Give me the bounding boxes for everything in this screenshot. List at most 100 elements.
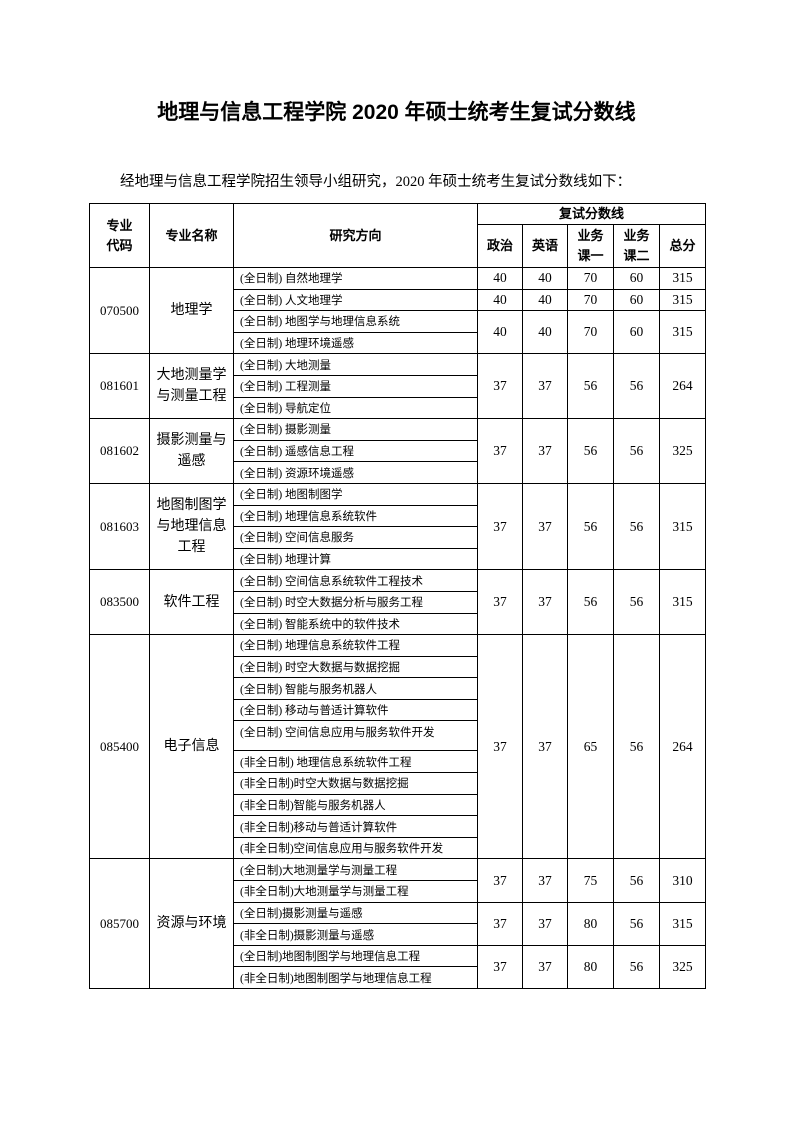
- score-course2: 56: [613, 482, 660, 571]
- major-code: 070500: [89, 266, 150, 355]
- score-course2: 60: [613, 267, 660, 290]
- score-total: 264: [659, 353, 706, 420]
- research-direction: (非全日制)时空大数据与数据挖掘: [233, 772, 478, 795]
- research-direction: (全日制) 自然地理学: [233, 267, 478, 290]
- score-politics: 37: [477, 944, 523, 990]
- score-course1: 70: [567, 310, 614, 355]
- score-politics: 37: [477, 634, 523, 860]
- score-course1: 80: [567, 944, 614, 990]
- score-total: 315: [659, 267, 706, 290]
- score-course2: 60: [613, 288, 660, 312]
- research-direction: (全日制) 空间信息应用与服务软件开发: [233, 720, 478, 752]
- intro-paragraph: 经地理与信息工程学院招生领导小组研究，2020 年硕士统考生复试分数线如下：: [120, 174, 632, 190]
- score-course2: 56: [613, 944, 660, 990]
- score-course2: 56: [613, 634, 660, 860]
- score-course1: 65: [567, 634, 614, 860]
- research-direction: (全日制) 人文地理学: [233, 288, 478, 312]
- major-code: 081601: [89, 353, 150, 420]
- research-direction: (全日制) 工程测量: [233, 374, 478, 398]
- table-row: (全日制) 智能与服务机器人: [90, 677, 706, 700]
- table-row: 081603 地图制图学与地理信息工程 (全日制) 地图制图学 37 37 56 56 315: [89, 482, 706, 571]
- research-direction: (全日制) 时空大数据与数据挖掘: [233, 655, 478, 679]
- research-direction: (全日制) 地理环境遥感: [233, 331, 478, 355]
- major-code: 085400: [89, 634, 150, 860]
- score-english: 37: [522, 944, 568, 990]
- header-name: 专业名称: [149, 203, 234, 268]
- score-course1: 70: [567, 288, 614, 312]
- table-row: (非全日制)智能与服务机器人: [90, 793, 706, 817]
- research-direction: (全日制) 智能系统中的软件技术: [233, 612, 478, 636]
- score-course1: 80: [567, 901, 614, 946]
- table-row: (非全日制) 地理信息系统软件工程: [90, 750, 706, 774]
- score-total: 315: [659, 901, 706, 946]
- research-direction: (全日制) 空间信息系统软件工程技术: [233, 569, 478, 592]
- score-politics: 40: [477, 288, 523, 312]
- score-english: 40: [522, 310, 568, 355]
- major-code: 083500: [89, 569, 150, 636]
- score-politics: 37: [477, 901, 523, 946]
- major-name: 大地测量学与测量工程: [149, 353, 234, 420]
- table-row: (非全日制)移动与普适计算软件: [90, 815, 706, 838]
- score-english: 40: [522, 267, 568, 290]
- research-direction: (全日制) 地理信息系统软件工程: [233, 634, 478, 657]
- research-direction: (全日制) 地图学与地理信息系统: [233, 310, 478, 333]
- table-row: 085400 电子信息 (全日制) 地理信息系统软件工程 37 37 65 56 264: [89, 634, 706, 860]
- research-direction: (全日制)地图制图学与地理信息工程: [233, 944, 478, 968]
- header-scores-group: 复试分数线: [477, 203, 706, 225]
- score-total: 325: [659, 944, 706, 990]
- table-row: 085700 资源与环境 (全日制)大地测量学与测量工程 37 37 75 56 310: [89, 858, 706, 989]
- table-row: (全日制) 遥感信息工程: [90, 439, 706, 463]
- header-politics: 政治: [477, 224, 523, 268]
- research-direction: (全日制) 地理信息系统软件: [233, 504, 478, 528]
- major-name: 资源与环境: [149, 858, 234, 989]
- score-course1: 56: [567, 482, 614, 571]
- score-english: 40: [522, 288, 568, 312]
- score-table: 专业代码 专业名称 研究方向 复试分数线 政治 英语 业务课一 业务课二 总分 …: [89, 203, 706, 990]
- score-english: 37: [522, 482, 568, 571]
- table-row: (全日制) 空间信息应用与服务软件开发: [90, 720, 706, 752]
- score-course1: 56: [567, 418, 614, 484]
- research-direction: (全日制) 地图制图学: [233, 482, 478, 506]
- score-english: 37: [522, 858, 568, 903]
- research-direction: (非全日制)大地测量学与测量工程: [233, 880, 478, 903]
- major-code: 085700: [89, 858, 150, 989]
- table-row: (全日制)摄影测量与遥感 37 37 80 56 315: [90, 901, 706, 946]
- score-course1: 75: [567, 858, 614, 903]
- research-direction: (全日制) 智能与服务机器人: [233, 677, 478, 700]
- major-name: 软件工程: [149, 569, 234, 636]
- score-english: 37: [522, 418, 568, 484]
- score-politics: 37: [477, 353, 523, 420]
- page-title: 地理与信息工程学院 2020 年硕士统考生复试分数线: [157, 101, 636, 124]
- score-course2: 56: [613, 858, 660, 903]
- table-row: 081601 大地测量学与测量工程 (全日制) 大地测量 37 37 56 56 264: [89, 353, 706, 420]
- table-body: 070500 地理学 (全日制) 自然地理学 40 40 70 60 315 (全日制) 人文地…: [89, 266, 706, 990]
- research-direction: (全日制)大地测量学与测量工程: [233, 858, 478, 882]
- score-politics: 37: [477, 569, 523, 636]
- research-direction: (非全日制)摄影测量与遥感: [233, 923, 478, 946]
- header-direction: 研究方向: [233, 203, 478, 268]
- header-english: 英语: [522, 224, 568, 268]
- score-total: 315: [659, 310, 706, 355]
- table-row: (全日制) 时空大数据分析与服务工程: [90, 590, 706, 614]
- research-direction: (非全日制)地图制图学与地理信息工程: [233, 966, 478, 989]
- table-row: 070500 地理学 (全日制) 自然地理学 40 40 70 60 315: [89, 266, 706, 355]
- header-course1: 业务课一: [567, 224, 614, 268]
- score-politics: 37: [477, 858, 523, 903]
- score-total: 264: [659, 634, 706, 860]
- major-code: 081602: [89, 418, 150, 484]
- major-name: 地理学: [149, 266, 234, 355]
- score-course1: 70: [567, 267, 614, 290]
- table-row: (全日制) 时空大数据与数据挖掘: [90, 655, 706, 679]
- score-english: 37: [522, 353, 568, 420]
- research-direction: (全日制) 遥感信息工程: [233, 439, 478, 463]
- score-course2: 56: [613, 353, 660, 420]
- score-politics: 40: [477, 310, 523, 355]
- major-name: 摄影测量与遥感: [149, 418, 234, 484]
- research-direction: (全日制) 地理计算: [233, 547, 478, 571]
- score-english: 37: [522, 901, 568, 946]
- research-direction: (全日制) 空间信息服务: [233, 526, 478, 549]
- research-direction: (全日制)摄影测量与遥感: [233, 901, 478, 925]
- table-row: 081602 摄影测量与遥感 (全日制) 摄影测量 37 37 56 56 325: [89, 418, 706, 484]
- score-course2: 56: [613, 901, 660, 946]
- score-course1: 56: [567, 353, 614, 420]
